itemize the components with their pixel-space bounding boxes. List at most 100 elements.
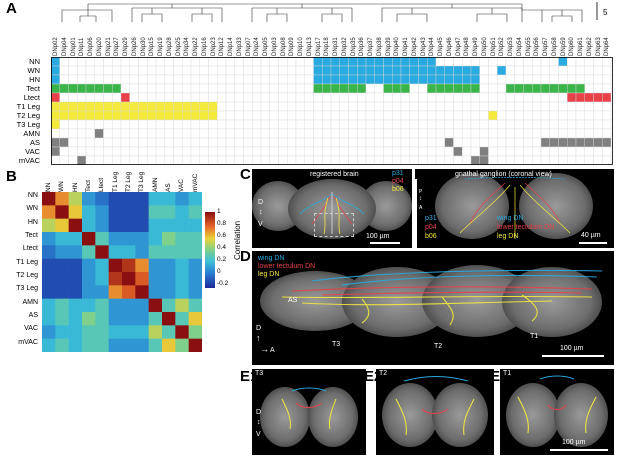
grid-cell xyxy=(540,83,550,94)
matrix-cell xyxy=(122,285,136,299)
grid-cell xyxy=(217,137,227,148)
colorbar-tick: 0.8 xyxy=(217,220,227,227)
grid-cell xyxy=(532,65,542,76)
grid-cell xyxy=(418,137,428,148)
grid-cell xyxy=(488,110,498,121)
grid-cell xyxy=(269,110,279,121)
column-label: DNp31 xyxy=(333,37,339,56)
grid-cell xyxy=(365,128,375,139)
grid-cell xyxy=(575,155,585,165)
column-label: DNp58 xyxy=(551,37,558,56)
grid-cell xyxy=(138,128,148,139)
grid-cell xyxy=(322,65,332,76)
grid-cell xyxy=(400,155,410,165)
grid-cell xyxy=(462,110,472,121)
grid-cell xyxy=(103,83,113,94)
grid-cell xyxy=(77,128,87,139)
grid-cell xyxy=(129,119,139,130)
grid-cell xyxy=(532,101,542,112)
grid-cell xyxy=(234,146,244,157)
matrix-cell xyxy=(82,245,96,259)
grid-cell xyxy=(348,110,358,121)
grid-cell xyxy=(427,92,437,103)
matrix-cell xyxy=(148,325,163,339)
grid-cell xyxy=(435,83,445,94)
grid-cell xyxy=(68,119,78,130)
grid-cell xyxy=(330,65,340,76)
grid-cell xyxy=(51,83,60,94)
grid-cell xyxy=(365,101,375,112)
column-label: DNp10 xyxy=(298,37,304,56)
grid-cell xyxy=(453,101,463,112)
grid-cell xyxy=(103,155,113,165)
column-label: DNp07 xyxy=(245,37,252,56)
panel-f-legend-0: p31 xyxy=(425,215,437,222)
panel-f-legend2-2: leg DN xyxy=(497,233,519,240)
grid-cell xyxy=(164,101,174,112)
grid-cell xyxy=(584,155,594,165)
matrix-cell xyxy=(68,338,83,352)
grid-cell xyxy=(584,128,594,139)
grid-cell xyxy=(532,155,542,165)
matrix-cell xyxy=(108,298,123,313)
matrix-cell xyxy=(95,312,109,326)
grid-cell xyxy=(374,57,384,67)
grid-cell xyxy=(435,137,445,148)
grid-cell xyxy=(470,146,480,157)
matrix-cell xyxy=(68,325,83,339)
matrix-cell xyxy=(95,258,109,273)
grid-cell xyxy=(51,137,60,148)
matrix-cell xyxy=(175,218,189,233)
grid-cell xyxy=(418,74,428,85)
grid-cell xyxy=(339,110,349,121)
grid-cell xyxy=(304,137,314,148)
grid-cell xyxy=(357,57,367,67)
column-label: DNp49 xyxy=(473,37,479,56)
grid-cell xyxy=(497,146,507,157)
grid-cell xyxy=(479,101,489,112)
grid-cell xyxy=(427,83,437,94)
grid-cell xyxy=(260,155,270,165)
grid-cell xyxy=(252,57,262,67)
grid-cell xyxy=(85,57,95,67)
grid-cell xyxy=(173,83,183,94)
grid-cell xyxy=(112,83,122,94)
matrix-cell xyxy=(82,325,96,339)
panel-c-legend-2: b06 xyxy=(392,186,404,193)
grid-cell xyxy=(488,92,498,103)
grid-cell xyxy=(479,146,489,157)
matrix-cell xyxy=(188,325,202,339)
matrix-cell xyxy=(68,205,83,219)
grid-cell xyxy=(208,137,218,148)
matrix-cell xyxy=(162,218,176,233)
grid-cell xyxy=(444,137,454,148)
matrix-cell xyxy=(55,205,69,219)
matrix-cell xyxy=(42,258,56,273)
grid-cell xyxy=(462,57,472,67)
grid-cell xyxy=(278,119,288,130)
row-label: VAC xyxy=(25,147,40,156)
grid-cell xyxy=(252,65,262,76)
grid-cell xyxy=(182,110,192,121)
grid-cell xyxy=(278,101,288,112)
matrix-cell xyxy=(95,205,109,219)
column-label: DNp28 xyxy=(166,37,173,56)
grid-cell xyxy=(444,119,454,130)
grid-cell xyxy=(68,57,78,67)
grid-cell xyxy=(77,92,87,103)
grid-cell xyxy=(217,101,227,112)
grid-cell xyxy=(225,101,235,112)
grid-cell xyxy=(348,83,358,94)
grid-cell xyxy=(374,83,384,94)
grid-cell xyxy=(339,119,349,130)
membership-grid xyxy=(51,57,613,165)
grid-cell xyxy=(523,65,533,76)
matrix-row-label: Ltect xyxy=(22,245,38,253)
grid-cell xyxy=(147,155,157,165)
grid-cell xyxy=(462,155,472,165)
grid-cell xyxy=(269,119,279,130)
grid-cell xyxy=(400,65,410,76)
grid-cell xyxy=(549,101,559,112)
grid-cell xyxy=(558,137,568,148)
grid-cell xyxy=(164,110,174,121)
